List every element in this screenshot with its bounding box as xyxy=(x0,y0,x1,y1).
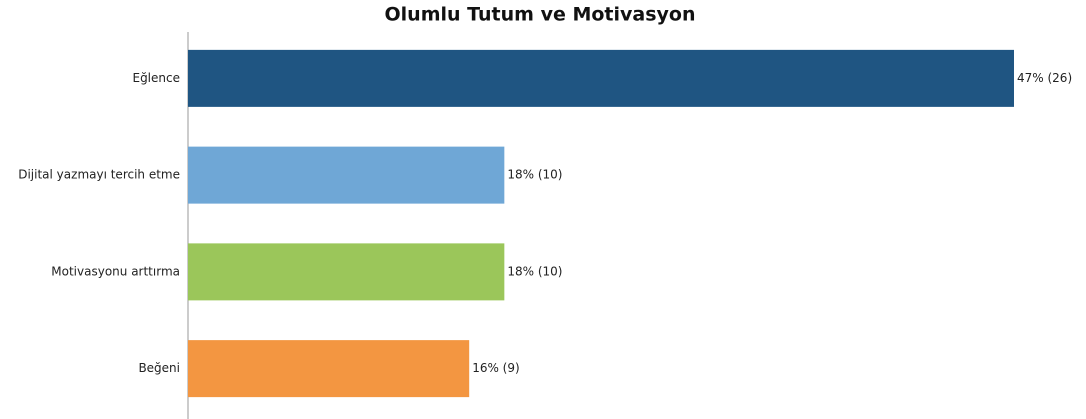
bar xyxy=(188,49,1014,107)
value-label: 18% (10) xyxy=(507,264,562,278)
category-label: Motivasyonu arttırma xyxy=(51,264,180,278)
bar xyxy=(188,146,505,204)
value-label: 16% (9) xyxy=(472,361,519,375)
category-label: Eğlence xyxy=(132,71,180,85)
value-label: 18% (10) xyxy=(507,168,562,182)
chart-title: Olumlu Tutum ve Motivasyon xyxy=(385,4,696,26)
category-label: Beğeni xyxy=(138,361,180,375)
bar xyxy=(188,340,470,398)
value-label: 47% (26) xyxy=(1017,71,1072,85)
bar xyxy=(188,243,505,301)
category-label: Dijital yazmayı tercih etme xyxy=(18,168,180,182)
